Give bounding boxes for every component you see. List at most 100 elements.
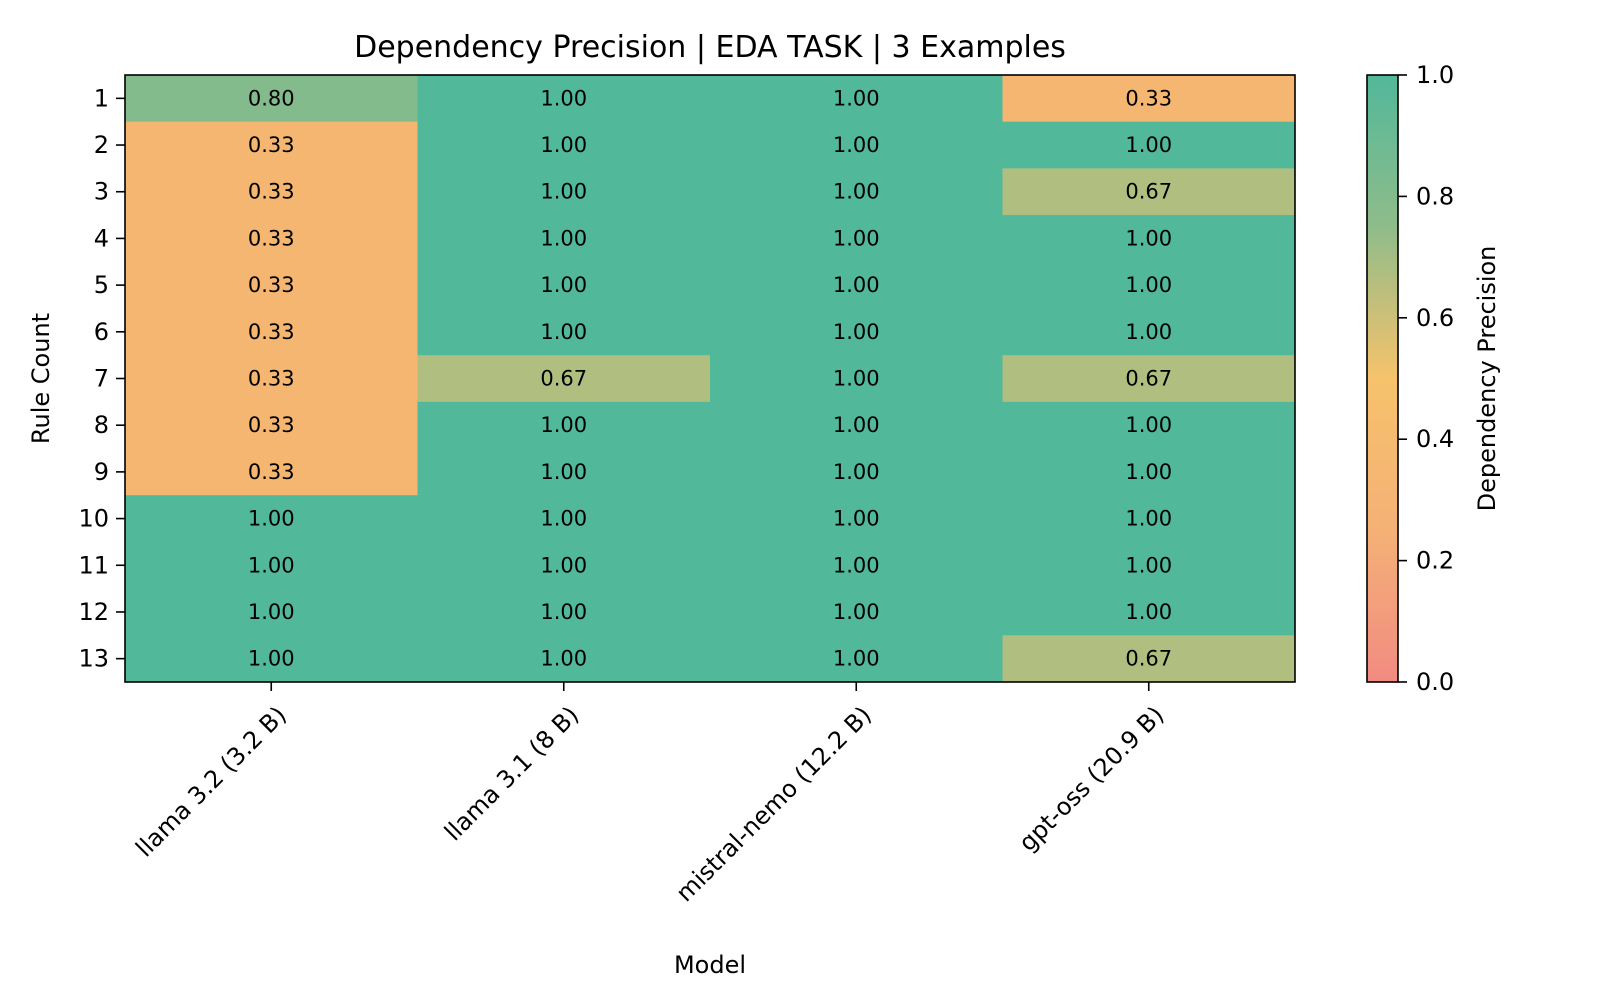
cell-value-label: 1.00 — [1125, 133, 1172, 157]
heatmap-cell — [710, 215, 1003, 263]
cell-value-label: 1.00 — [540, 273, 587, 297]
colorbar-tick-label: 0.2 — [1416, 547, 1454, 575]
heatmap-cell — [1002, 168, 1296, 216]
cell-value-label: 1.00 — [1125, 600, 1172, 624]
y-axis-label: Rule Count — [27, 313, 55, 444]
colorbar-tick-label: 0.6 — [1416, 304, 1454, 332]
cell-value-label: 1.00 — [1125, 226, 1172, 250]
cell-value-label: 0.33 — [248, 273, 295, 297]
x-axis-label: Model — [674, 951, 746, 979]
x-tick-label: mistral-nemo (12.2 B) — [671, 701, 877, 907]
cell-value-label: 1.00 — [1125, 320, 1172, 344]
cell-value-label: 1.00 — [1125, 553, 1172, 577]
cell-value-label: 1.00 — [1125, 460, 1172, 484]
cell-value-label: 1.00 — [1125, 413, 1172, 437]
colorbar-label: Dependency Precision — [1473, 246, 1501, 512]
x-axis-ticks: llama 3.2 (3.2 B) llama 3.1 (8 B) mistral-… — [130, 682, 1169, 907]
cell-value-label: 1.00 — [833, 460, 880, 484]
cell-value-label: 1.00 — [540, 553, 587, 577]
heatmap-cell — [125, 355, 418, 403]
cell-value-label: 1.00 — [248, 647, 295, 671]
heatmap-cell — [1002, 215, 1296, 263]
heatmap-cell — [710, 261, 1003, 309]
colorbar — [1366, 74, 1399, 683]
heatmap-cell — [1002, 75, 1296, 123]
heatmap-cell — [125, 308, 418, 356]
heatmap-cell — [125, 541, 418, 590]
heatmap-cell — [710, 75, 1003, 123]
heatmap-cell — [710, 495, 1003, 543]
heatmap-cell — [125, 448, 418, 496]
cell-value-label: 0.67 — [1125, 647, 1172, 671]
heatmap-cell — [1002, 541, 1296, 590]
y-tick-label: 12 — [78, 598, 109, 626]
colorbar-tick-label: 0.4 — [1416, 425, 1454, 453]
heatmap-cell — [125, 168, 418, 216]
y-tick-label: 9 — [94, 458, 109, 486]
y-tick-label: 10 — [78, 505, 109, 533]
y-tick-label: 3 — [94, 178, 109, 206]
heatmap-cell — [710, 355, 1003, 403]
heatmap-cell-labels: 0.80 1.00 1.00 0.33 0.33 1.00 1.00 1.00 0.33 1.00… — [248, 86, 1172, 670]
cell-value-label: 0.33 — [248, 226, 295, 250]
heatmap-cell — [125, 261, 418, 309]
heatmap-cell — [710, 308, 1003, 356]
heatmap-cell — [1002, 495, 1296, 543]
cell-value-label: 1.00 — [833, 507, 880, 531]
heatmap-cell — [710, 168, 1003, 216]
heatmap-cell — [1002, 121, 1296, 169]
heatmap-cell — [125, 401, 418, 450]
y-tick-label: 7 — [94, 365, 109, 393]
colorbar-tick-label: 1.0 — [1416, 61, 1454, 89]
x-tick-label: gpt-oss (20.9 B) — [1013, 701, 1169, 857]
y-tick-label: 2 — [94, 131, 109, 159]
cell-value-label: 1.00 — [248, 507, 295, 531]
heatmap-cell — [710, 448, 1003, 496]
cell-value-label: 1.00 — [540, 133, 587, 157]
heatmap-cell — [710, 635, 1003, 683]
heatmap-cell — [125, 215, 418, 263]
cell-value-label: 1.00 — [248, 600, 295, 624]
cell-value-label: 1.00 — [540, 600, 587, 624]
colorbar-tick-label: 0.0 — [1416, 668, 1454, 696]
chart-title: Dependency Precision | EDA TASK | 3 Exam… — [354, 30, 1066, 65]
cell-value-label: 1.00 — [540, 647, 587, 671]
cell-value-label: 1.00 — [833, 600, 880, 624]
heatmap-cell — [710, 541, 1003, 590]
cell-value-label: 1.00 — [833, 553, 880, 577]
cell-value-label: 0.80 — [248, 86, 295, 110]
cell-value-label: 0.67 — [1125, 367, 1172, 391]
cell-value-label: 1.00 — [833, 133, 880, 157]
heatmap-cell — [1002, 261, 1296, 309]
heatmap-cell — [1002, 355, 1296, 403]
heatmap-cell — [1002, 401, 1296, 450]
cell-value-label: 1.00 — [540, 507, 587, 531]
cell-value-label: 0.33 — [248, 460, 295, 484]
cell-value-label: 1.00 — [833, 86, 880, 110]
heatmap-cell — [710, 588, 1003, 636]
heatmap-cell — [710, 401, 1003, 450]
heatmap-cell — [125, 121, 418, 169]
y-tick-label: 11 — [78, 551, 109, 579]
heatmap-cell — [125, 75, 418, 123]
y-tick-label: 6 — [94, 318, 109, 346]
y-tick-label: 4 — [94, 224, 109, 252]
cell-value-label: 1.00 — [833, 226, 880, 250]
heatmap-cell — [417, 495, 711, 543]
cell-value-label: 1.00 — [833, 180, 880, 204]
heatmap-cell — [417, 401, 711, 450]
heatmap-cell — [417, 261, 711, 309]
cell-value-label: 1.00 — [1125, 273, 1172, 297]
heatmap-cells — [125, 75, 1296, 683]
heatmap-cell — [417, 215, 711, 263]
cell-value-label: 1.00 — [833, 320, 880, 344]
heatmap-cell — [1002, 588, 1296, 636]
cell-value-label: 1.00 — [540, 413, 587, 437]
cell-value-label: 0.33 — [248, 133, 295, 157]
cell-value-label: 1.00 — [1125, 507, 1172, 531]
colorbar-ticks: 0.0 0.2 0.4 0.6 0.8 1.0 — [1398, 61, 1454, 696]
y-tick-label: 13 — [78, 645, 109, 673]
colorbar-tick-label: 0.8 — [1416, 182, 1454, 210]
